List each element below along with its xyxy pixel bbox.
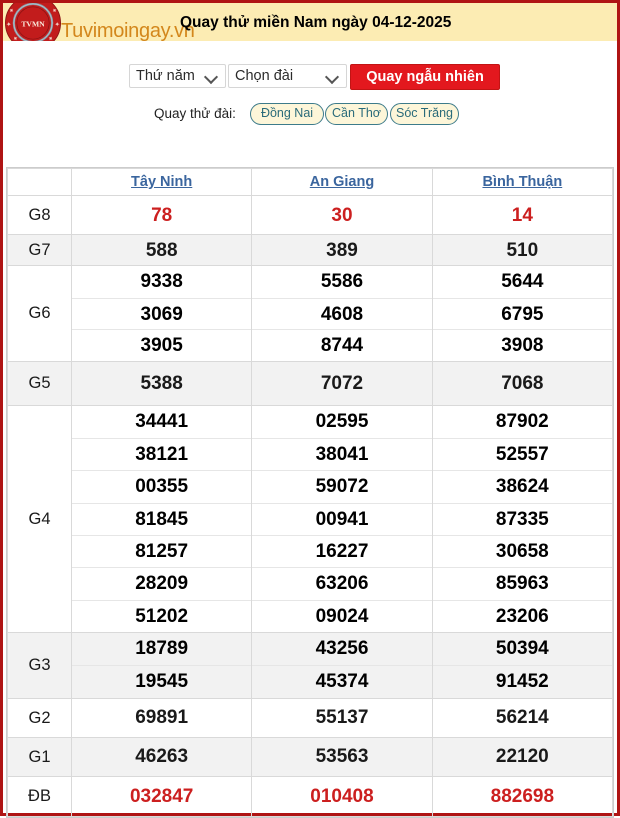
svg-text:✦: ✦ (6, 21, 12, 29)
svg-text:✦: ✦ (55, 21, 61, 29)
svg-text:TVMN: TVMN (21, 19, 45, 28)
